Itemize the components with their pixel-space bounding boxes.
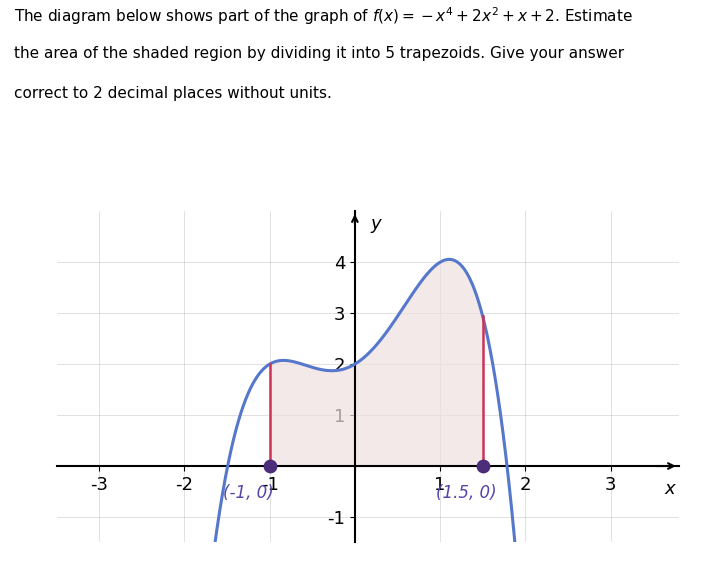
Text: (-1, 0): (-1, 0) [223,484,274,501]
Text: x: x [665,480,675,498]
Text: The diagram below shows part of the graph of $f(x) = -x^4 + 2x^2 + x + 2$. Estim: The diagram below shows part of the grap… [14,6,633,27]
Point [477,461,489,471]
Text: the area of the shaded region by dividing it into 5 trapezoids. Give your answer: the area of the shaded region by dividin… [14,46,624,61]
Text: correct to 2 decimal places without units.: correct to 2 decimal places without unit… [14,86,332,100]
Text: y: y [370,215,381,234]
Point [264,461,275,471]
Text: (1.5, 0): (1.5, 0) [436,484,496,501]
